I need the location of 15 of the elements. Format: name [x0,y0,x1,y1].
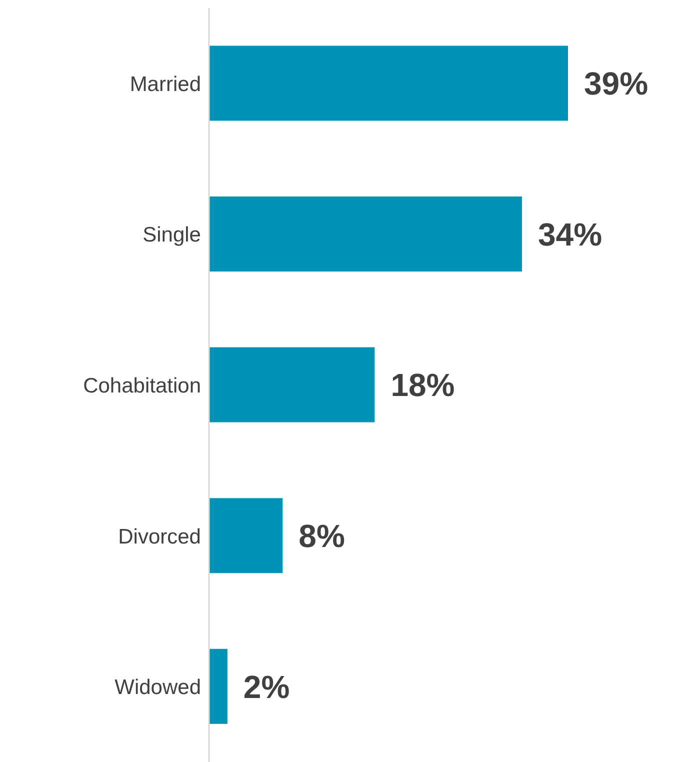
bar [209,648,228,724]
y-tick-label: Single [142,224,201,247]
data-label: 39% [584,66,648,102]
bar [209,196,522,272]
data-label: 8% [298,518,345,554]
y-tick-label: Cohabitation [83,374,201,398]
bar [209,46,568,121]
data-label: 34% [538,216,602,252]
y-tick-label: Widowed [114,676,201,700]
data-label: 2% [243,668,290,705]
y-tick-label: Married [130,72,201,96]
y-tick-label: Divorced [118,525,201,548]
bar [209,347,375,422]
bar [209,498,283,574]
data-label: 18% [390,367,455,404]
